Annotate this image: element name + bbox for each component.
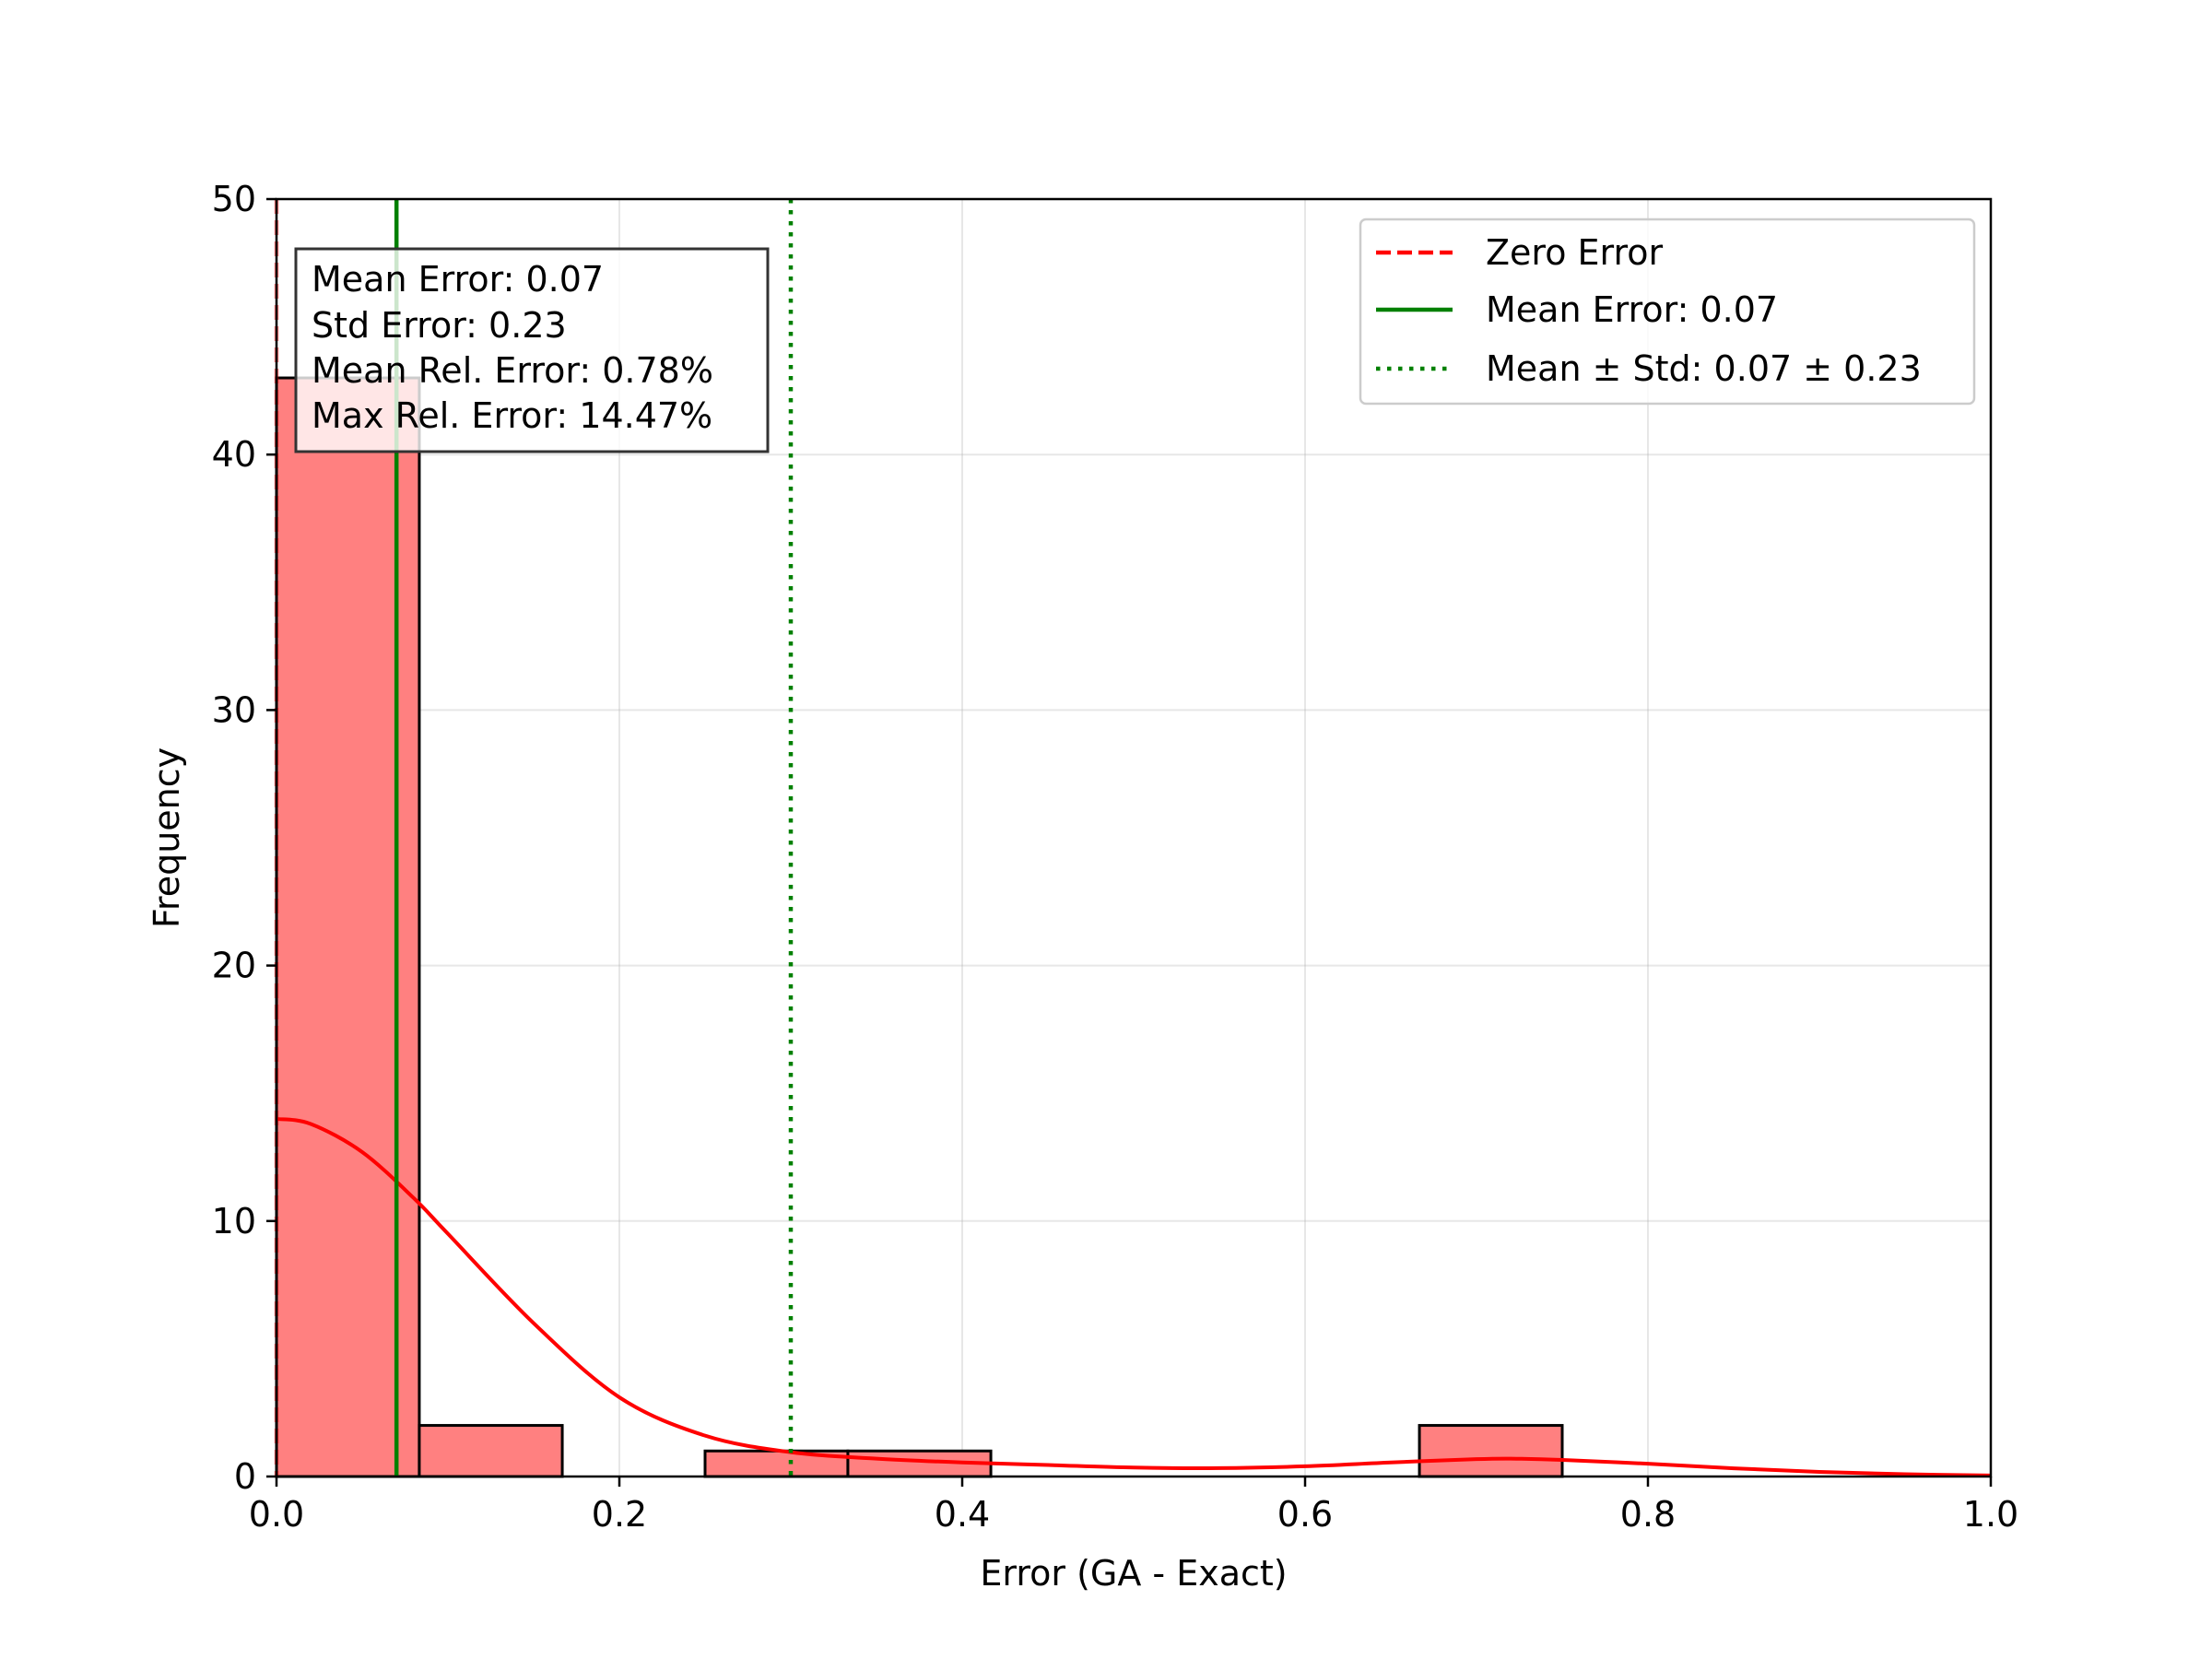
x-tick-label: 0.8 xyxy=(1620,1494,1676,1535)
stats-line-mean-error: Mean Error: 0.07 xyxy=(312,259,604,300)
x-tick-label: 0.2 xyxy=(592,1494,647,1535)
y-tick-label: 0 xyxy=(234,1456,256,1497)
legend-label-mean-error: Mean Error: 0.07 xyxy=(1486,289,1778,330)
x-tick-label: 1.0 xyxy=(1963,1494,2018,1535)
legend: Zero Error Mean Error: 0.07 Mean ± Std: … xyxy=(1359,218,1976,406)
legend-label-zero-error: Zero Error xyxy=(1486,232,1664,273)
x-tick-label: 0.6 xyxy=(1277,1494,1333,1535)
y-tick-label: 10 xyxy=(212,1201,256,1241)
y-tick-label: 30 xyxy=(212,689,256,730)
histogram-bar xyxy=(418,1424,564,1478)
plot-frame xyxy=(275,197,1993,1478)
x-axis-label: Error (GA - Exact) xyxy=(980,1553,1287,1594)
stats-line-std-error: Std Error: 0.23 xyxy=(312,305,567,346)
stats-box: Mean Error: 0.07 Std Error: 0.23 Mean Re… xyxy=(294,247,770,453)
stats-line-mean-rel-error: Mean Rel. Error: 0.78% xyxy=(312,350,713,391)
y-tick-label: 50 xyxy=(212,179,256,219)
y-axis-label: Frequency xyxy=(147,747,187,928)
legend-label-mean-std: Mean ± Std: 0.07 ± 0.23 xyxy=(1486,348,1922,389)
y-axis-ticks: 0 10 20 30 40 50 xyxy=(212,179,276,1497)
x-axis-ticks: 0.0 0.2 0.4 0.6 0.8 1.0 xyxy=(249,1477,2018,1535)
stats-box-frame xyxy=(294,247,770,453)
legend-frame xyxy=(1359,218,1976,406)
x-tick-label: 0.0 xyxy=(249,1494,304,1535)
histogram-bar xyxy=(1418,1424,1564,1478)
y-tick-label: 40 xyxy=(212,434,256,475)
x-tick-label: 0.4 xyxy=(935,1494,990,1535)
y-tick-label: 20 xyxy=(212,946,256,986)
kde-curve xyxy=(276,1116,1992,1477)
stats-line-max-rel-error: Max Rel. Error: 14.47% xyxy=(312,395,712,436)
